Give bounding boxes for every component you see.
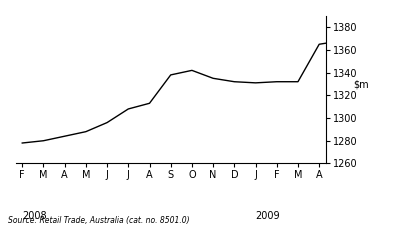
Text: Source: Retail Trade, Australia (cat. no. 8501.0): Source: Retail Trade, Australia (cat. no… [8,216,189,225]
Text: 2009: 2009 [256,211,280,221]
Text: 2008: 2008 [22,211,47,221]
Y-axis label: $m: $m [353,80,369,90]
